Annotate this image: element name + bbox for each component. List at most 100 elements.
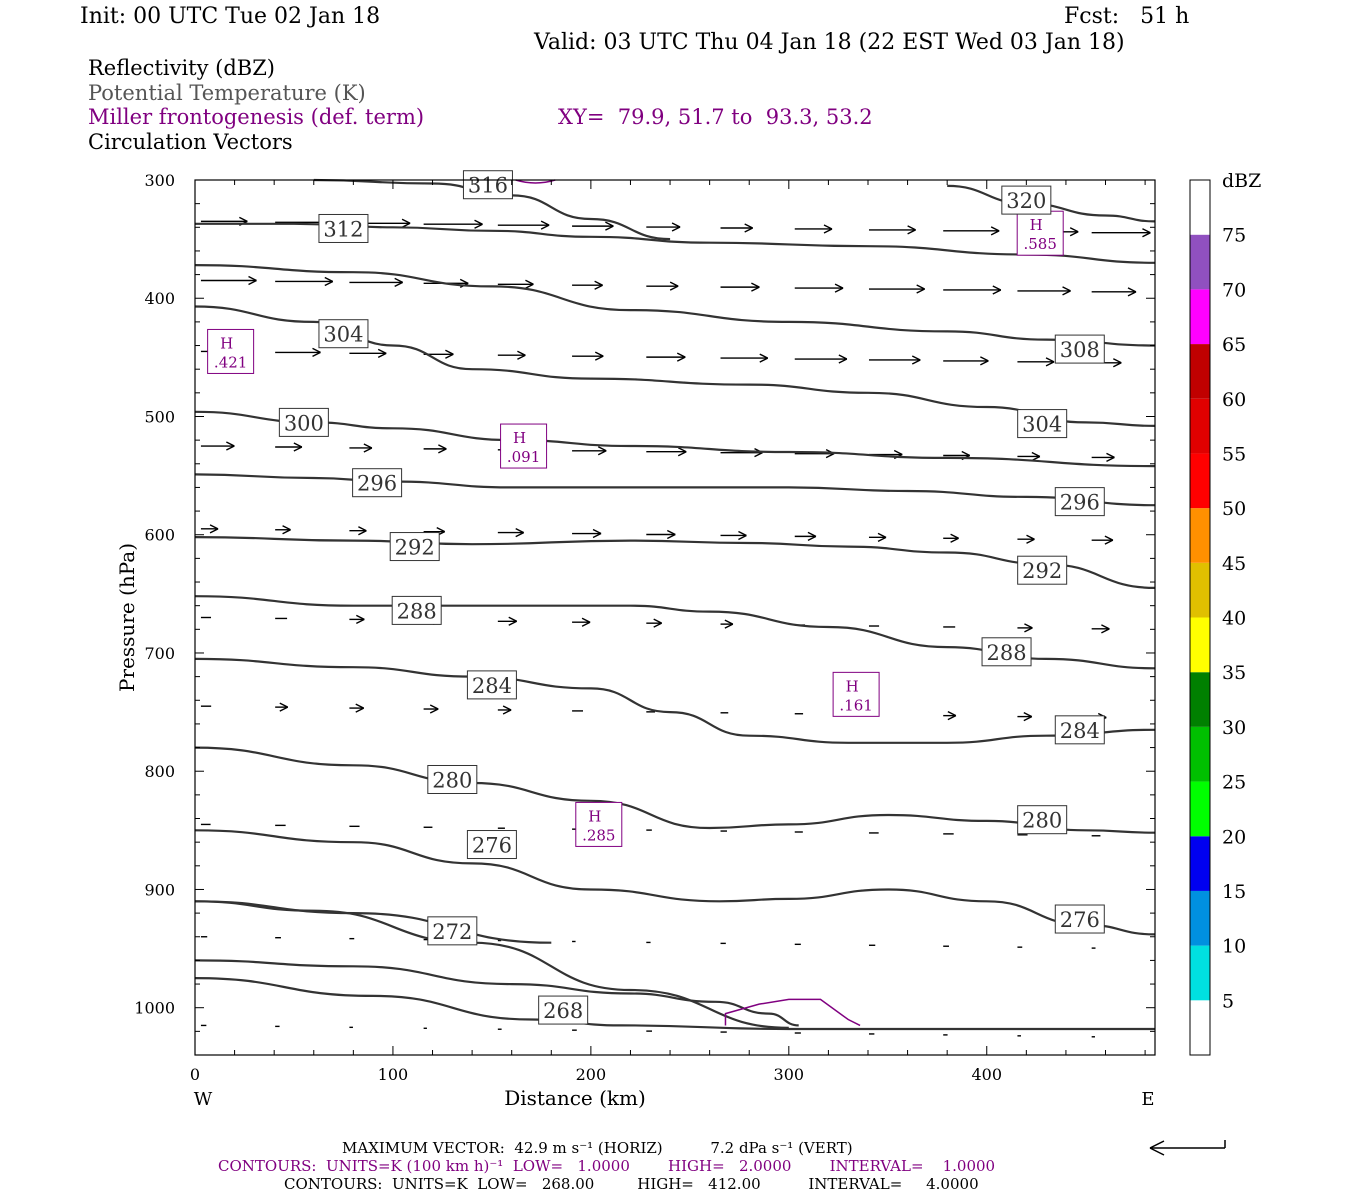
theta-label-272-box — [427, 916, 478, 946]
theta-label-300-box — [278, 407, 329, 437]
y-tick-label: 400 — [144, 289, 175, 308]
vector-head — [438, 444, 447, 454]
colorbar-segment — [1190, 836, 1210, 891]
vector-head — [279, 702, 289, 712]
theta-line-300 — [194, 410, 1156, 468]
y-tick-label: 600 — [144, 526, 175, 545]
vector-head — [377, 348, 387, 358]
theta-line-280 — [194, 746, 1156, 834]
theta-label-312: 312 — [323, 217, 363, 241]
theta-label-276-box — [466, 830, 517, 860]
colorbar-frame — [1189, 179, 1211, 1056]
vector-head — [1104, 535, 1114, 545]
colorbar-label: 65 — [1222, 334, 1246, 356]
fg-max-letter: H — [1030, 216, 1043, 234]
vector-head — [605, 221, 614, 231]
theta-line-292 — [194, 536, 1156, 589]
colorbar-segment — [1190, 398, 1210, 454]
theta-label-292: 292 — [395, 536, 435, 560]
vector-head — [677, 447, 687, 457]
vector-head — [474, 219, 483, 229]
theta-line-320 — [947, 184, 1156, 223]
theta-label-296-box — [352, 468, 403, 498]
footer-contours-theta: CONTOURS: UNITS=K LOW= 268.00 HIGH= 412.… — [284, 1175, 979, 1193]
theta-line-276 — [194, 829, 1156, 936]
theta-label-276: 276 — [472, 834, 512, 858]
forecast-hour: Fcst: 51 h — [1064, 4, 1190, 29]
theta-label-284: 284 — [472, 674, 512, 698]
vector-head — [1112, 358, 1122, 368]
theta-label-304: 304 — [323, 323, 363, 347]
vector-head — [1127, 287, 1137, 297]
init-time: Init: 00 UTC Tue 02 Jan 18 — [80, 4, 381, 29]
vector-head — [517, 350, 526, 360]
vector-head — [363, 443, 373, 453]
theta-label-292-box — [1017, 555, 1068, 585]
colorbar-label: 30 — [1222, 717, 1246, 739]
x-tick-label: 300 — [774, 1065, 805, 1084]
legend-vectors: Circulation Vectors — [88, 130, 293, 154]
vector-head — [1024, 623, 1033, 633]
legend-xy: XY= 79.9, 51.7 to 93.3, 53.2 — [558, 105, 873, 129]
y-tick-label: 500 — [144, 407, 175, 426]
legend-theta: Potential Temperature (K) — [88, 81, 366, 105]
colorbar-label: 35 — [1222, 662, 1246, 684]
theta-label-288: 288 — [986, 641, 1026, 665]
y-tick-label: 800 — [144, 762, 175, 781]
theta-line-284 — [194, 657, 1156, 744]
vector-head — [445, 349, 454, 359]
vector-head — [669, 281, 679, 291]
theta-label-276-box — [1054, 904, 1105, 934]
colorbar-segment — [1190, 890, 1210, 946]
theta-label-288-box — [981, 637, 1032, 667]
theta-label-284-box — [1054, 715, 1105, 745]
theta-label-280-box — [1017, 805, 1068, 835]
vector-head — [540, 220, 550, 230]
theta-label-268-box — [538, 995, 589, 1025]
vector-head — [502, 705, 512, 715]
theta-label-304-box — [1017, 409, 1068, 439]
fg-contour-surface — [724, 998, 861, 1027]
theta-label-320-box — [1001, 185, 1052, 215]
x-tick-label: 400 — [971, 1065, 1002, 1084]
theta-label-284: 284 — [1060, 719, 1100, 743]
colorbar-segment — [1190, 289, 1210, 345]
vector-head — [282, 525, 291, 535]
circulation-vectors — [200, 216, 1151, 1038]
colorbar-label: 60 — [1222, 389, 1246, 411]
theta-label-316: 316 — [468, 174, 508, 198]
west-label: W — [194, 1089, 213, 1110]
fg-max-letter: H — [220, 334, 233, 352]
vector-head — [744, 223, 753, 233]
fg-max-value: .161 — [839, 696, 872, 714]
vector-head — [525, 279, 534, 289]
vector-head — [594, 351, 604, 361]
footer-max-vector: MAXIMUM VECTOR: 42.9 m s⁻¹ (HORIZ) 7.2 d… — [342, 1139, 853, 1157]
vector-head — [738, 530, 747, 541]
fg-max-box — [1016, 210, 1064, 256]
colorbar-label: 50 — [1222, 498, 1246, 520]
vector-head — [666, 529, 676, 540]
east-label: E — [1141, 1089, 1154, 1110]
fg-max-value: .585 — [1023, 235, 1056, 253]
x-tick-label: 200 — [576, 1065, 607, 1084]
colorbar-segment — [1190, 180, 1210, 235]
theta-line-308 — [194, 264, 1156, 347]
fg-contour-top — [515, 179, 556, 184]
vector-head — [581, 617, 591, 627]
theta-label-268: 268 — [543, 999, 583, 1023]
colorbar-label: 5 — [1222, 990, 1234, 1012]
valid-time: Valid: 03 UTC Thu 04 Jan 18 (22 EST Wed … — [534, 30, 1125, 55]
fg-max-letter: H — [513, 429, 526, 447]
x-tick-label: 0 — [190, 1065, 200, 1084]
vector-head — [597, 446, 607, 456]
vector-head — [676, 352, 686, 362]
x-axis-label: Distance (km) — [504, 1086, 646, 1110]
theta-label-308-box — [1054, 334, 1105, 364]
vector-head — [248, 275, 257, 286]
vector-head — [1101, 624, 1110, 634]
theta-label-272: 272 — [432, 920, 472, 944]
colorbar-label: 15 — [1222, 881, 1246, 903]
vector-head — [1062, 286, 1071, 296]
